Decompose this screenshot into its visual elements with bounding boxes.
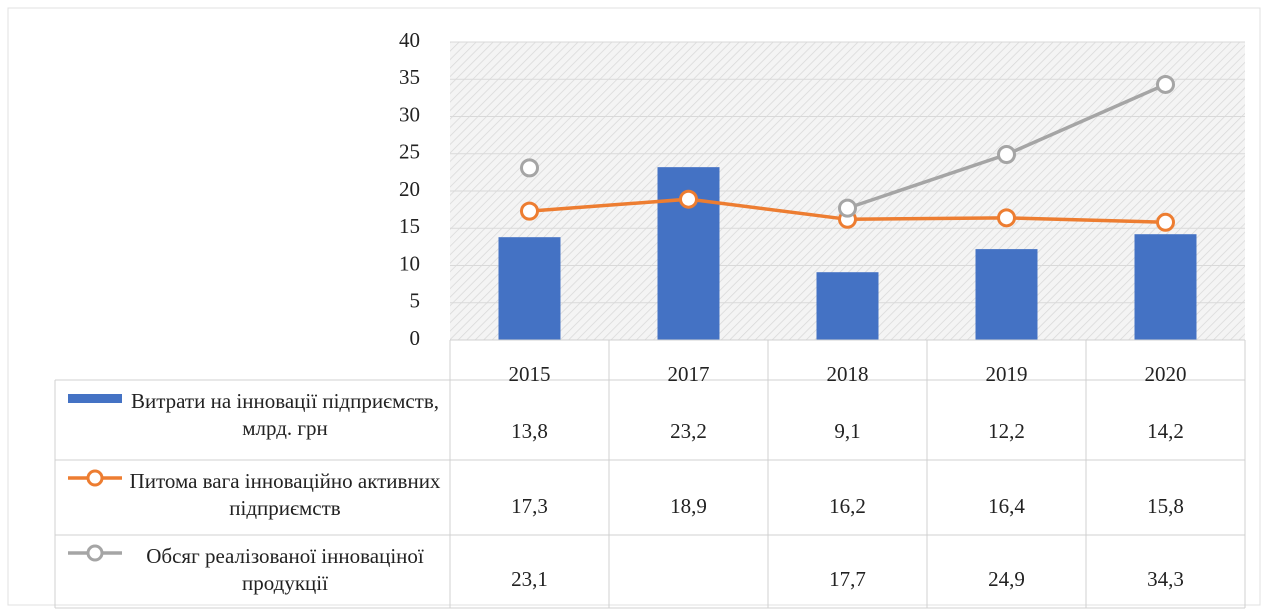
marker — [997, 144, 1016, 164]
x-tick-label: 2018 — [827, 362, 869, 386]
frame — [7, 7, 1261, 606]
x-tick-label: 2017 — [668, 362, 710, 386]
y-tick-label: 40 — [399, 28, 420, 52]
y-tick-label: 15 — [399, 214, 420, 238]
y-tick-label: 30 — [399, 102, 420, 126]
legend-label: Питома вага інноваційно активних підприє… — [129, 469, 441, 520]
legend-key — [86, 544, 104, 562]
y-tick-label: 5 — [410, 289, 421, 313]
bar — [498, 237, 561, 340]
data-label: 12,2 — [988, 419, 1025, 443]
x-tick-label: 2020 — [1145, 362, 1187, 386]
data-label: 16,4 — [988, 494, 1025, 518]
marker — [520, 201, 539, 221]
data-label: 24,9 — [988, 567, 1025, 591]
y-tick-label: 10 — [399, 251, 420, 275]
data-label: 16,2 — [829, 494, 866, 518]
legend-key — [68, 394, 122, 403]
legend-label: Обсяг реалізованої інноваціної продукції — [146, 544, 424, 595]
marker — [679, 189, 698, 209]
data-label: 34,3 — [1147, 567, 1184, 591]
x-tick-label: 2015 — [509, 362, 551, 386]
marker — [1156, 212, 1175, 232]
data-label: 13,8 — [511, 419, 548, 443]
bar — [975, 249, 1038, 340]
marker — [838, 198, 857, 218]
marker — [520, 158, 539, 178]
y-tick-label: 25 — [399, 140, 420, 164]
data-label: 17,3 — [511, 494, 548, 518]
data-label: 17,7 — [829, 567, 866, 591]
y-tick-label: 0 — [410, 326, 421, 350]
data-label: 14,2 — [1147, 419, 1184, 443]
marker — [997, 208, 1016, 228]
data-label: 18,9 — [670, 494, 707, 518]
legend-key — [86, 469, 104, 487]
data-label: 23,1 — [511, 567, 548, 591]
bar — [1134, 234, 1197, 340]
legend-label: Витрати на інновації підприємств, млрд. … — [130, 389, 440, 440]
bar — [816, 272, 879, 340]
data-label: 15,8 — [1147, 494, 1184, 518]
x-tick-label: 2019 — [986, 362, 1028, 386]
y-tick-label: 35 — [399, 65, 420, 89]
data-label: 9,1 — [834, 419, 860, 443]
y-tick-label: 20 — [399, 177, 420, 201]
marker — [1156, 74, 1175, 94]
data-label: 23,2 — [670, 419, 707, 443]
